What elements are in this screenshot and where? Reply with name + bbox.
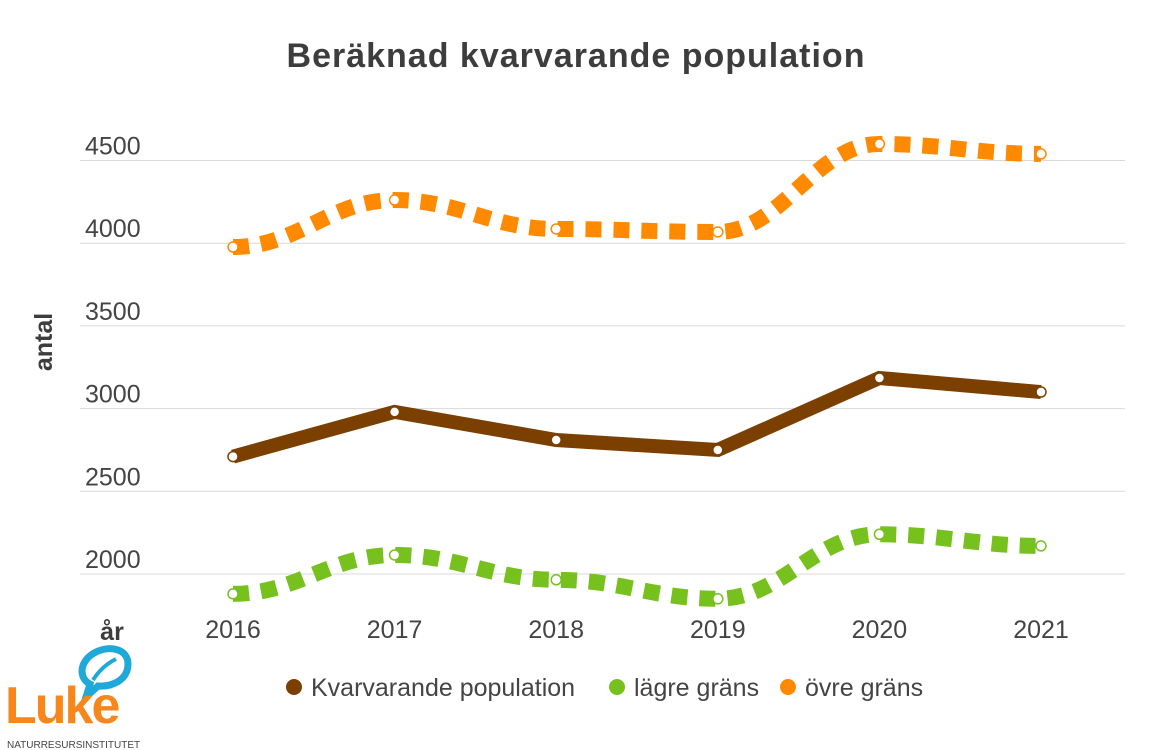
y-tick-label: 2000: [85, 546, 141, 574]
data-point: [388, 194, 401, 206]
y-tick-label: 4000: [85, 215, 141, 243]
legend-label: Kvarvarande population: [311, 674, 575, 702]
y-tick-label: 3000: [85, 381, 141, 409]
x-tick-label: 2017: [367, 616, 423, 644]
data-point: [712, 444, 724, 456]
data-point: [227, 450, 239, 463]
data-point: [1035, 386, 1047, 398]
x-axis-label: år: [100, 618, 124, 646]
x-tick-label: 2020: [852, 616, 908, 644]
logo-text: Luke: [5, 677, 119, 735]
leaf-icon: [78, 645, 132, 709]
series-line-2: [232, 135, 1042, 256]
x-tick-label: 2019: [690, 616, 746, 644]
data-point: [227, 241, 239, 253]
data-point: [1035, 540, 1047, 552]
data-point: [388, 406, 401, 418]
data-point: [550, 434, 562, 446]
x-tick-label: 2018: [528, 616, 584, 644]
legend-marker: [609, 679, 625, 695]
x-tick-label: 2016: [205, 616, 261, 644]
data-point: [873, 372, 886, 384]
legend-marker: [286, 679, 302, 695]
luke-logo: Luke NATURRESURSINSTITUTET: [5, 645, 140, 750]
data-point: [388, 549, 401, 561]
legend-label: övre gräns: [805, 674, 923, 702]
logo-subtitle: NATURRESURSINSTITUTET: [7, 740, 140, 750]
data-point: [712, 226, 724, 238]
y-tick-label: 3500: [85, 298, 141, 326]
legend-marker: [780, 679, 796, 695]
legend-label: lägre gräns: [634, 674, 759, 702]
y-tick-label: 4500: [85, 133, 141, 161]
data-point: [550, 574, 562, 586]
data-point: [712, 593, 724, 605]
series-line-0: [231, 370, 1042, 464]
chart-title: Beräknad kvarvarande population: [287, 37, 866, 75]
data-point: [873, 528, 886, 541]
series-line-1: [232, 526, 1042, 607]
y-tick-label: 2500: [85, 463, 141, 491]
data-point: [227, 588, 239, 600]
y-axis-label: antal: [30, 313, 58, 371]
x-tick-label: 2021: [1013, 616, 1069, 644]
data-point: [1035, 148, 1047, 160]
data-point: [550, 223, 562, 235]
data-point: [873, 138, 886, 150]
